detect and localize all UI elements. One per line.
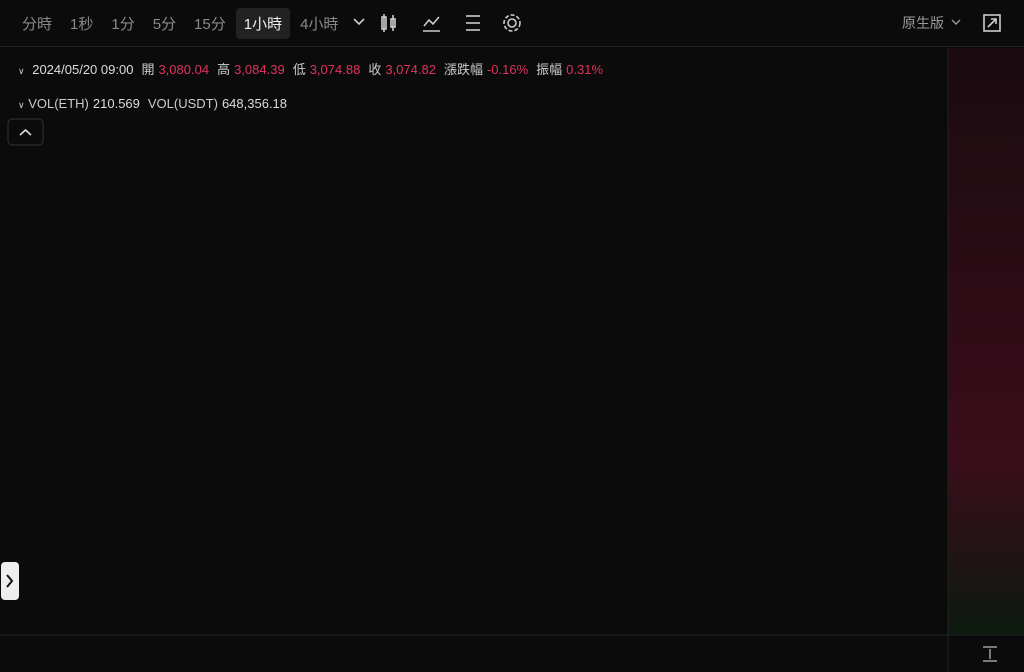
- interval[interactable]: 1秒: [70, 15, 94, 33]
- info-text: 0.31%: [566, 62, 604, 77]
- info-text: 3,074.88: [309, 62, 361, 77]
- info-text: 3,084.39: [234, 62, 285, 77]
- side-icon: [6, 574, 14, 588]
- info-row: ∨ VOL(ETH) 210.569 VOL(USDT) 648,356.18: [18, 96, 288, 111]
- info-text: 低: [292, 62, 306, 77]
- info-text: VOL(ETH): [28, 96, 89, 111]
- info-text: -0.16%: [486, 62, 529, 77]
- tool-icons[interactable]: [346, 8, 546, 38]
- info-text: VOL(USDT): [147, 96, 218, 111]
- info-text: 漲跌幅: [443, 62, 483, 77]
- axis-fit-icon[interactable]: [983, 646, 997, 662]
- info-text: 648,356.18: [221, 96, 288, 111]
- mode-icons[interactable]: [950, 8, 1010, 38]
- info-panel: ∨ 2024/05/20 09:00 開 3,080.04 高 3,084.39 低 3,0…: [18, 62, 611, 130]
- interval[interactable]: 15分: [194, 15, 226, 33]
- info-text: 開: [141, 62, 155, 77]
- info-text: 振幅: [536, 62, 563, 77]
- side-button[interactable]: [1, 562, 19, 600]
- axis-bg: [948, 48, 1024, 635]
- info-text: 3,080.04: [158, 62, 210, 77]
- interval[interactable]: 1小時: [235, 7, 291, 39]
- interval[interactable]: 分時: [22, 15, 53, 33]
- info-text: 210.569: [92, 96, 140, 111]
- collapse-button[interactable]: [7, 118, 44, 146]
- interval[interactable]: 1分: [111, 15, 135, 33]
- mode[interactable]: 原生版: [902, 15, 944, 31]
- info-row: ∨ 2024/05/20 09:00 開 3,080.04 高 3,084.39 低 3,0…: [18, 62, 604, 77]
- info-text: 高: [217, 62, 231, 77]
- interval[interactable]: 5分: [152, 15, 177, 33]
- toolbar: 分時 1秒 1分 5分 15分 1小時 4小時 原生版: [0, 0, 1024, 47]
- info-text: 收: [368, 62, 382, 77]
- collapse-icon: [19, 128, 32, 136]
- interval[interactable]: 4小時: [300, 15, 339, 33]
- info-text: 3,074.82: [385, 62, 436, 77]
- info-text: 2024/05/20 09:00: [32, 62, 134, 77]
